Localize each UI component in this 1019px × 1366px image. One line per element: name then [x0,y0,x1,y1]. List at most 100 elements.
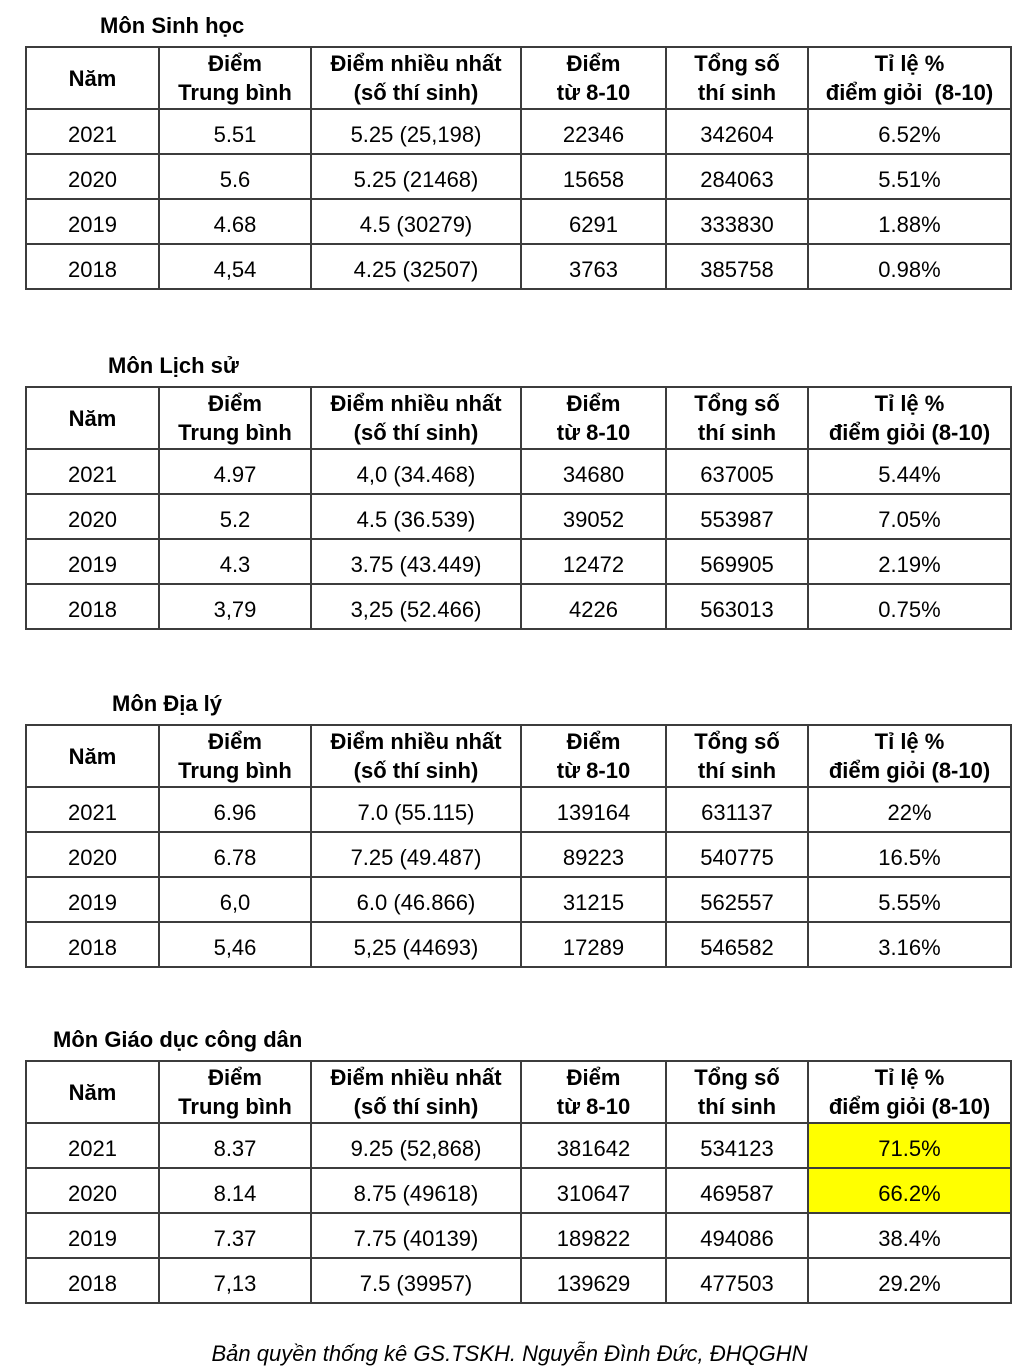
column-header: Điểm nhiều nhất (số thí sinh) [310,46,522,110]
value-cell: 22% [807,786,1012,833]
header-row: Năm Điểm Trung bình Điểm nhiều nhất (số th… [25,46,1012,110]
value-cell: 381642 [520,1122,667,1169]
table-row: 2021 6.96 7.0 (55.115) 139164 631137 22% [25,786,1012,833]
column-header: Tỉ lệ % điểm giỏi (8-10) [807,46,1012,110]
value-cell: 333830 [665,198,809,245]
value-cell: 4226 [520,583,667,630]
table-row: 2020 5.6 5.25 (21468) 15658 284063 5.51% [25,153,1012,200]
value-cell: 7.0 (55.115) [310,786,522,833]
value-cell: 4.25 (32507) [310,243,522,290]
value-cell: 6.78 [158,831,312,878]
column-header: Tổng số thí sinh [665,386,809,450]
value-cell: 563013 [665,583,809,630]
column-header: Năm [25,46,160,110]
value-cell: 4.97 [158,448,312,495]
column-header: Tỉ lệ % điểm giỏi (8-10) [807,386,1012,450]
highlighted-value-cell: 66.2% [807,1167,1012,1214]
value-cell: 631137 [665,786,809,833]
table-row: 2020 6.78 7.25 (49.487) 89223 540775 16.5% [25,831,1012,878]
value-cell: 6,0 [158,876,312,923]
table-row: 2018 7,13 7.5 (39957) 139629 477503 29.2% [25,1257,1012,1304]
value-cell: 6.0 (46.866) [310,876,522,923]
value-cell: 7.75 (40139) [310,1212,522,1259]
value-cell: 8.14 [158,1167,312,1214]
value-cell: 284063 [665,153,809,200]
value-cell: 4,54 [158,243,312,290]
header-row: Năm Điểm Trung bình Điểm nhiều nhất (số th… [25,1060,1012,1124]
value-cell: 4,0 (34.468) [310,448,522,495]
table-row: 2018 5,46 5,25 (44693) 17289 546582 3.16% [25,921,1012,968]
column-header: Tỉ lệ % điểm giỏi (8-10) [807,724,1012,788]
value-cell: 6.52% [807,108,1012,155]
value-cell: 5,46 [158,921,312,968]
column-header: Điểm từ 8-10 [520,46,667,110]
year-cell: 2021 [25,786,160,833]
value-cell: 5.55% [807,876,1012,923]
value-cell: 569905 [665,538,809,585]
year-cell: 2020 [25,493,160,540]
table-row: 2021 8.37 9.25 (52,868) 381642 534123 71.5% [25,1122,1012,1169]
column-header: Điểm Trung bình [158,386,312,450]
value-cell: 7,13 [158,1257,312,1304]
column-header: Điểm nhiều nhất (số thí sinh) [310,386,522,450]
value-cell: 3763 [520,243,667,290]
value-cell: 4.68 [158,198,312,245]
tables-container: Môn Sinh học Năm Điểm Trung bình Điểm nhiề… [0,12,1019,1304]
table-row: 2019 6,0 6.0 (46.866) 31215 562557 5.55% [25,876,1012,923]
value-cell: 477503 [665,1257,809,1304]
value-cell: 540775 [665,831,809,878]
subject-table-section: Môn Lịch sử Năm Điểm Trung bình Điểm nhiều… [25,352,1019,630]
score-table: Năm Điểm Trung bình Điểm nhiều nhất (số th… [25,724,1012,968]
table-row: 2020 8.14 8.75 (49618) 310647 469587 66.2% [25,1167,1012,1214]
year-cell: 2021 [25,1122,160,1169]
year-cell: 2019 [25,1212,160,1259]
score-table: Năm Điểm Trung bình Điểm nhiều nhất (số th… [25,1060,1012,1304]
column-header: Điểm từ 8-10 [520,386,667,450]
column-header: Tổng số thí sinh [665,1060,809,1124]
column-header: Điểm từ 8-10 [520,724,667,788]
value-cell: 2.19% [807,538,1012,585]
year-cell: 2021 [25,448,160,495]
value-cell: 5,25 (44693) [310,921,522,968]
value-cell: 4.5 (30279) [310,198,522,245]
value-cell: 5.2 [158,493,312,540]
value-cell: 0.98% [807,243,1012,290]
value-cell: 16.5% [807,831,1012,878]
value-cell: 534123 [665,1122,809,1169]
table-title: Môn Giáo dục công dân [53,1027,303,1052]
year-cell: 2020 [25,1167,160,1214]
table-row: 2019 4.68 4.5 (30279) 6291 333830 1.88% [25,198,1012,245]
highlighted-value-cell: 71.5% [807,1122,1012,1169]
table-row: 2020 5.2 4.5 (36.539) 39052 553987 7.05% [25,493,1012,540]
score-table: Năm Điểm Trung bình Điểm nhiều nhất (số th… [25,46,1012,290]
value-cell: 3.75 (43.449) [310,538,522,585]
value-cell: 17289 [520,921,667,968]
value-cell: 310647 [520,1167,667,1214]
column-header: Điểm nhiều nhất (số thí sinh) [310,724,522,788]
column-header: Tỉ lệ % điểm giỏi (8-10) [807,1060,1012,1124]
column-header: Năm [25,1060,160,1124]
value-cell: 189822 [520,1212,667,1259]
value-cell: 6291 [520,198,667,245]
value-cell: 139629 [520,1257,667,1304]
value-cell: 12472 [520,538,667,585]
value-cell: 31215 [520,876,667,923]
value-cell: 1.88% [807,198,1012,245]
value-cell: 342604 [665,108,809,155]
value-cell: 9.25 (52,868) [310,1122,522,1169]
table-row: 2018 4,54 4.25 (32507) 3763 385758 0.98% [25,243,1012,290]
value-cell: 385758 [665,243,809,290]
value-cell: 5.25 (25,198) [310,108,522,155]
value-cell: 139164 [520,786,667,833]
value-cell: 5.25 (21468) [310,153,522,200]
header-row: Năm Điểm Trung bình Điểm nhiều nhất (số th… [25,386,1012,450]
value-cell: 3.16% [807,921,1012,968]
table-row: 2019 4.3 3.75 (43.449) 12472 569905 2.19% [25,538,1012,585]
value-cell: 7.25 (49.487) [310,831,522,878]
year-cell: 2018 [25,583,160,630]
value-cell: 5.6 [158,153,312,200]
column-header: Điểm nhiều nhất (số thí sinh) [310,1060,522,1124]
column-header: Điểm Trung bình [158,46,312,110]
value-cell: 7.05% [807,493,1012,540]
year-cell: 2021 [25,108,160,155]
